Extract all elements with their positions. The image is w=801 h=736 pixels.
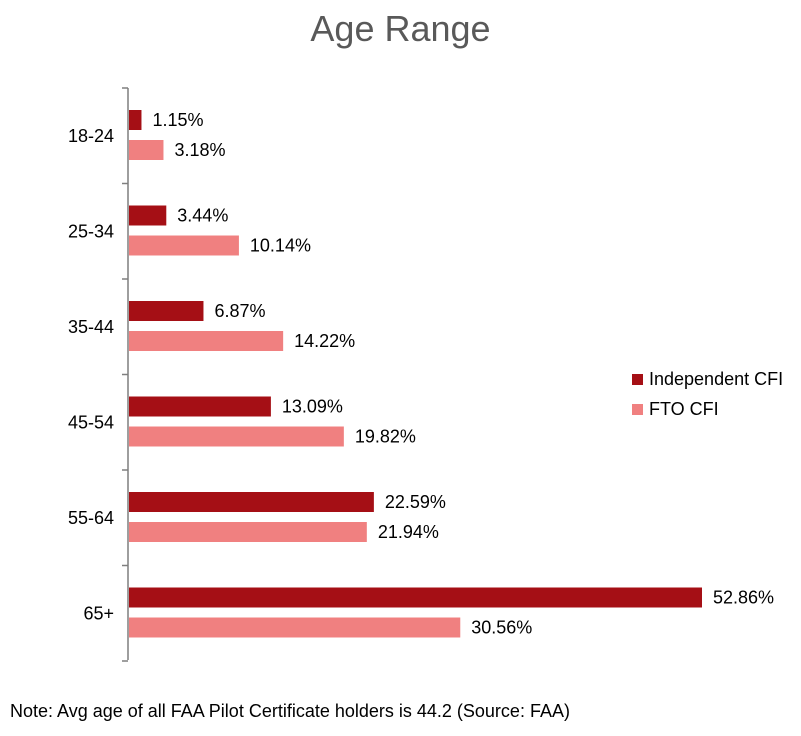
- bar: [129, 205, 167, 226]
- data-label: 3.44%: [177, 206, 228, 226]
- legend-item-fto-cfi: FTO CFI: [632, 394, 783, 424]
- data-label: 22.59%: [385, 492, 446, 512]
- bar: [129, 331, 284, 351]
- legend-label-independent-cfi: Independent CFI: [649, 368, 784, 389]
- category-label: 18-24: [68, 126, 114, 146]
- category-label: 25-34: [68, 221, 114, 241]
- data-label: 21.94%: [378, 522, 439, 542]
- bar: [129, 522, 367, 542]
- legend: Independent CFI FTO CFI: [632, 364, 783, 424]
- footnote: Note: Avg age of all FAA Pilot Certifica…: [10, 701, 570, 721]
- legend-item-independent-cfi: Independent CFI: [632, 364, 783, 394]
- category-label: 35-44: [68, 317, 114, 337]
- category-label: 55-64: [68, 508, 114, 528]
- bar: [129, 617, 461, 638]
- category-label: 65+: [83, 603, 114, 623]
- data-label: 13.09%: [282, 397, 343, 417]
- bar: [129, 301, 204, 321]
- data-label: 6.87%: [214, 301, 265, 321]
- bar: [129, 426, 344, 447]
- category-label: 45-54: [68, 412, 114, 432]
- data-label: 14.22%: [294, 331, 355, 351]
- bar: [129, 140, 164, 160]
- legend-swatch-independent-cfi: [632, 373, 643, 385]
- chart-title: Age Range: [310, 8, 491, 49]
- data-label: 19.82%: [355, 427, 416, 447]
- legend-swatch-fto-cfi: [632, 403, 643, 415]
- legend-label-fto-cfi: FTO CFI: [649, 398, 719, 419]
- data-label: 1.15%: [152, 110, 203, 130]
- data-label: 3.18%: [174, 140, 225, 160]
- bar: [129, 492, 374, 512]
- data-label: 10.14%: [250, 236, 311, 256]
- bar: [129, 110, 142, 130]
- bar: [129, 587, 702, 608]
- data-label: 52.86%: [713, 588, 774, 608]
- bar: [129, 396, 271, 417]
- data-label: 30.56%: [471, 618, 532, 638]
- bar: [129, 235, 239, 256]
